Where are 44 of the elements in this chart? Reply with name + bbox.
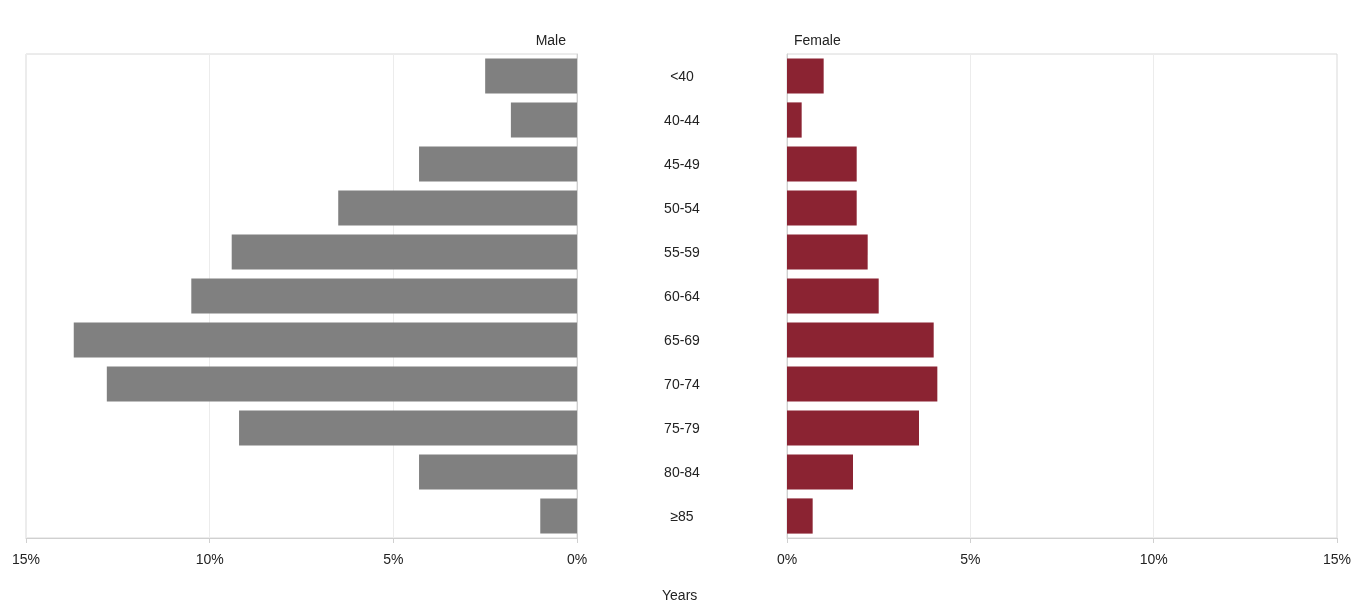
y-tick-label: 70-74 [664, 376, 701, 392]
y-tick-label: <40 [670, 68, 695, 84]
x-tick-label: 0% [566, 551, 588, 567]
y-tick-label: 65-69 [664, 332, 701, 348]
bar [787, 102, 802, 138]
x-tick-label: 5% [960, 551, 981, 567]
bar [787, 146, 857, 182]
bar [787, 234, 868, 270]
y-tick-label: 50-54 [664, 200, 701, 216]
bar [787, 190, 857, 226]
bar [540, 498, 577, 534]
y-tick-label: 45-49 [664, 156, 701, 172]
y-tick-label: 80-84 [664, 464, 701, 480]
chart-title: Male [535, 32, 567, 48]
bar [191, 278, 577, 314]
x-tick-label: 15% [11, 551, 41, 567]
x-tick-label: 10% [1139, 551, 1168, 567]
chart-title: Female [794, 32, 841, 48]
bar [239, 410, 577, 446]
y-tick-label: 55-59 [664, 244, 701, 260]
y-tick-label: 40-44 [664, 112, 701, 128]
bar [338, 190, 577, 226]
bar [485, 58, 577, 94]
bar [231, 234, 577, 270]
x-tick-label: 0% [776, 551, 798, 567]
bar [787, 366, 938, 402]
x-tick-label: 10% [195, 551, 224, 567]
x-tick-label: 5% [383, 551, 404, 567]
y-tick-label: 60-64 [664, 288, 701, 304]
bar [106, 366, 577, 402]
bar [787, 498, 813, 534]
y-tick-label: ≥85 [670, 508, 694, 524]
bar [787, 410, 919, 446]
bar [510, 102, 577, 138]
bar [73, 322, 577, 358]
y-tick-label: 75-79 [664, 420, 701, 436]
x-axis-title: Years [662, 587, 698, 603]
bar [419, 146, 577, 182]
bar [419, 454, 577, 490]
bar [787, 454, 853, 490]
bar [787, 278, 879, 314]
bar [787, 58, 824, 94]
bar [787, 322, 934, 358]
x-tick-label: 15% [1322, 551, 1352, 567]
